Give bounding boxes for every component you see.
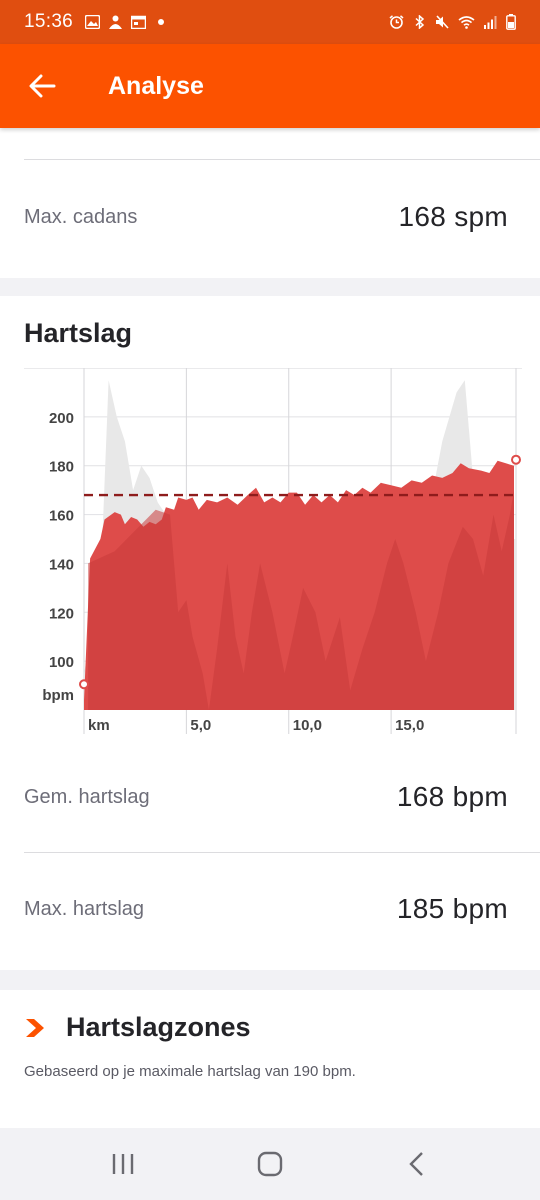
app-bar: Analyse	[0, 44, 540, 128]
max-heart-rate-value: 185 bpm	[396, 893, 508, 924]
status-time: 15:36	[24, 11, 74, 32]
max-heart-rate-row: Max. hartslag 185 bpm	[24, 882, 508, 936]
image-icon	[85, 15, 101, 29]
x-tick-label: 15,0	[395, 717, 424, 734]
max-cadence-value: 168 spm	[398, 201, 508, 232]
y-tick-label: 160	[49, 508, 74, 525]
end-marker	[511, 454, 521, 465]
x-tick-label: 5,0	[190, 717, 211, 734]
zones-subtitle: Gebaseerd op je maximale hartslag van 19…	[24, 1063, 356, 1080]
y-tick-label: 140	[49, 556, 74, 573]
avg-heart-rate-label: Gem. hartslag	[24, 785, 150, 808]
avg-heart-rate-row: Gem. hartslag 168 bpm	[24, 770, 508, 824]
cadence-card: Max. cadans 168 spm	[0, 128, 540, 278]
max-heart-rate-label: Max. hartslag	[24, 897, 145, 920]
avg-heart-rate-value: 168 bpm	[396, 781, 508, 812]
wifi-icon	[458, 16, 475, 29]
system-nav-bar	[0, 1128, 540, 1200]
y-tick-label: 200	[49, 410, 74, 427]
divider	[24, 159, 540, 160]
arrow-left-icon	[29, 74, 56, 98]
heart-rate-zones-card[interactable]: Hartslagzones Gebaseerd op je maximale h…	[0, 990, 540, 1128]
x-axis-label: km	[88, 717, 110, 734]
x-tick-label: 10,0	[293, 717, 322, 734]
recent-apps-button[interactable]	[93, 1134, 153, 1194]
chevron-right-icon	[26, 1018, 44, 1037]
y-tick-label: 100	[49, 654, 74, 671]
mute-icon	[436, 15, 449, 29]
y-tick-label: 120	[49, 605, 74, 622]
page-title: Analyse	[108, 71, 204, 100]
max-cadence-row: Max. cadans 168 spm	[24, 190, 508, 244]
recent-apps-icon	[113, 1154, 134, 1174]
back-button[interactable]	[0, 44, 84, 128]
y-tick-label: 180	[49, 459, 74, 476]
home-icon	[257, 1151, 283, 1177]
terrain-overlay-area	[88, 490, 514, 710]
zones-header: Hartslagzones	[24, 1012, 251, 1043]
divider	[24, 852, 540, 853]
start-marker	[79, 679, 89, 690]
signal-icon	[484, 16, 497, 29]
heart-rate-card: Hartslag 100 120 140 160 180 200 bpm km 5,0 10,0 1…	[0, 296, 540, 970]
y-axis-label: bpm	[42, 687, 74, 704]
max-cadence-label: Max. cadans	[24, 205, 138, 228]
alarm-icon	[389, 15, 404, 29]
bluetooth-icon	[415, 15, 425, 29]
person-icon	[109, 15, 123, 29]
home-button[interactable]	[240, 1134, 300, 1194]
nav-back-button[interactable]	[387, 1134, 447, 1194]
back-icon	[408, 1152, 423, 1176]
battery-icon	[506, 14, 516, 30]
zones-title: Hartslagzones	[66, 1012, 251, 1042]
notification-dot-icon	[158, 19, 165, 25]
heart-rate-title: Hartslag	[24, 318, 133, 348]
calendar-icon	[131, 15, 147, 29]
status-bar: 15:36	[0, 0, 540, 44]
